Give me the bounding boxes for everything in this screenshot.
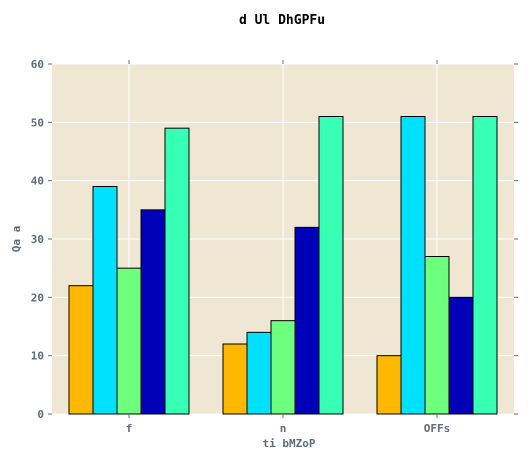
y-tick-label: 50 <box>31 116 44 129</box>
x-axis: f n OFFs <box>126 60 451 435</box>
y-tick-label: 60 <box>31 58 44 71</box>
bar-n-series-5 <box>318 116 344 415</box>
bar-n-series-1 <box>222 343 248 415</box>
bar-f-series-3 <box>116 267 142 415</box>
bar-n-series-2 <box>246 331 272 415</box>
chart-title: d Ul DhGPFu <box>239 13 325 28</box>
bar-OFFs-series-5 <box>472 116 498 415</box>
y-tick-label: 10 <box>31 350 44 363</box>
y-tick-label: 30 <box>31 233 44 246</box>
x-axis-label: ti bMZoP <box>263 437 316 450</box>
bar-f-series-2 <box>92 186 118 415</box>
x-tick-label: n <box>280 422 287 435</box>
bar-n-series-3 <box>270 320 296 415</box>
bar-OFFs-series-2 <box>400 116 426 415</box>
bar-f-series-1 <box>68 285 94 415</box>
x-tick-label: OFFs <box>424 422 451 435</box>
bar-f-series-5 <box>164 127 190 415</box>
bar-OFFs-series-3 <box>424 256 450 415</box>
y-tick-label: 0 <box>37 408 44 421</box>
x-tick-label: f <box>126 422 133 435</box>
bar-f-series-4 <box>140 209 166 415</box>
y-axis-label: Qa a <box>10 226 23 253</box>
bar-OFFs-series-4 <box>448 296 474 415</box>
bar-OFFs-series-1 <box>376 355 402 415</box>
bar-n-series-4 <box>294 226 320 415</box>
y-tick-label: 40 <box>31 175 44 188</box>
y-tick-label: 20 <box>31 291 44 304</box>
bars <box>68 116 498 415</box>
y-axis: 0 10 20 30 40 50 60 <box>31 58 518 421</box>
